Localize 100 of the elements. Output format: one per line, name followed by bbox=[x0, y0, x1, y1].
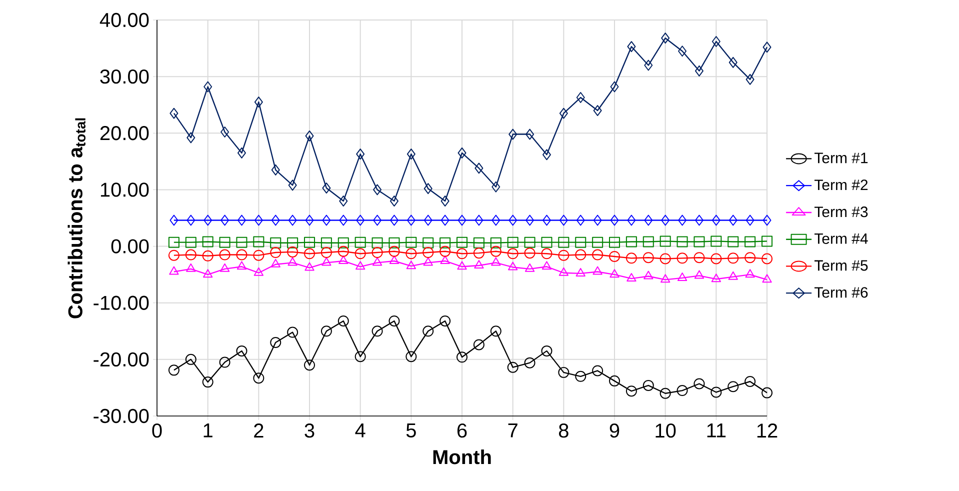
point bbox=[558, 267, 569, 276]
point bbox=[744, 236, 756, 248]
point bbox=[320, 247, 332, 258]
point bbox=[440, 315, 451, 326]
x-tick-label: 9 bbox=[610, 424, 620, 438]
point bbox=[592, 236, 604, 248]
point bbox=[186, 214, 196, 226]
x-tick-label: 7 bbox=[508, 424, 518, 438]
point bbox=[728, 252, 739, 264]
point bbox=[746, 74, 754, 85]
point bbox=[287, 237, 298, 248]
point bbox=[660, 253, 671, 264]
legend-label: Term #3 bbox=[814, 206, 868, 218]
point bbox=[185, 354, 196, 365]
point bbox=[694, 270, 704, 279]
point bbox=[508, 262, 518, 270]
point bbox=[728, 56, 738, 68]
x-tick-label: 10 bbox=[656, 424, 676, 438]
point bbox=[440, 255, 450, 264]
point bbox=[423, 257, 433, 266]
point bbox=[642, 380, 654, 391]
point bbox=[508, 128, 518, 140]
point bbox=[202, 250, 214, 262]
point bbox=[745, 269, 755, 278]
point bbox=[710, 253, 722, 264]
point bbox=[762, 42, 772, 53]
point bbox=[508, 214, 518, 226]
point bbox=[524, 236, 536, 248]
point bbox=[406, 148, 416, 160]
point bbox=[456, 248, 468, 260]
point bbox=[609, 375, 620, 386]
point bbox=[388, 237, 400, 248]
point bbox=[354, 248, 366, 260]
legend-label: Term #1 bbox=[814, 152, 868, 164]
point bbox=[492, 181, 500, 192]
point bbox=[676, 385, 688, 396]
point bbox=[424, 214, 432, 226]
point bbox=[406, 248, 417, 260]
point bbox=[170, 108, 178, 119]
y-tick-label: 0.00 bbox=[111, 239, 149, 254]
point bbox=[710, 386, 722, 398]
point bbox=[575, 236, 586, 248]
point bbox=[170, 214, 178, 226]
point bbox=[626, 386, 637, 397]
point bbox=[676, 252, 688, 264]
point bbox=[270, 247, 282, 258]
point bbox=[492, 214, 500, 226]
point bbox=[542, 261, 552, 270]
point bbox=[406, 260, 416, 270]
x-tick-label: 12 bbox=[757, 424, 778, 438]
point bbox=[322, 257, 332, 266]
point bbox=[593, 214, 602, 226]
point bbox=[168, 236, 180, 248]
point bbox=[610, 269, 620, 278]
point bbox=[458, 147, 466, 158]
point bbox=[626, 273, 636, 282]
point bbox=[575, 370, 586, 382]
point bbox=[271, 214, 280, 226]
point bbox=[660, 274, 670, 283]
point bbox=[168, 364, 180, 376]
point bbox=[762, 274, 772, 283]
point bbox=[642, 236, 654, 248]
point bbox=[746, 214, 754, 226]
point bbox=[288, 257, 298, 266]
point bbox=[490, 237, 502, 248]
point bbox=[458, 214, 466, 226]
point bbox=[390, 214, 398, 226]
y-axis-title: Contributions to a$_{total}$ bbox=[68, 118, 86, 318]
point bbox=[592, 249, 604, 260]
point bbox=[524, 248, 536, 259]
x-tick-label: 4 bbox=[355, 424, 366, 438]
point bbox=[728, 271, 738, 280]
point bbox=[219, 236, 230, 248]
point bbox=[220, 263, 230, 272]
point bbox=[254, 214, 263, 226]
point bbox=[304, 262, 314, 271]
point bbox=[762, 253, 773, 264]
point bbox=[354, 236, 366, 248]
point bbox=[168, 250, 180, 261]
point bbox=[440, 214, 450, 226]
point bbox=[694, 236, 705, 248]
point bbox=[288, 214, 297, 226]
point bbox=[592, 266, 602, 275]
y-tick-label: -20.00 bbox=[94, 352, 149, 367]
point bbox=[694, 214, 704, 226]
legend-label: Term #4 bbox=[814, 234, 868, 244]
point bbox=[237, 214, 246, 226]
point bbox=[372, 247, 383, 258]
point bbox=[626, 236, 637, 248]
point bbox=[762, 236, 773, 247]
point bbox=[422, 247, 434, 258]
point bbox=[541, 345, 552, 356]
point bbox=[524, 357, 536, 368]
point bbox=[507, 236, 518, 248]
point bbox=[627, 41, 636, 52]
point bbox=[204, 214, 212, 226]
point bbox=[762, 214, 772, 226]
point bbox=[593, 105, 602, 116]
point bbox=[288, 180, 297, 191]
point bbox=[354, 351, 366, 362]
